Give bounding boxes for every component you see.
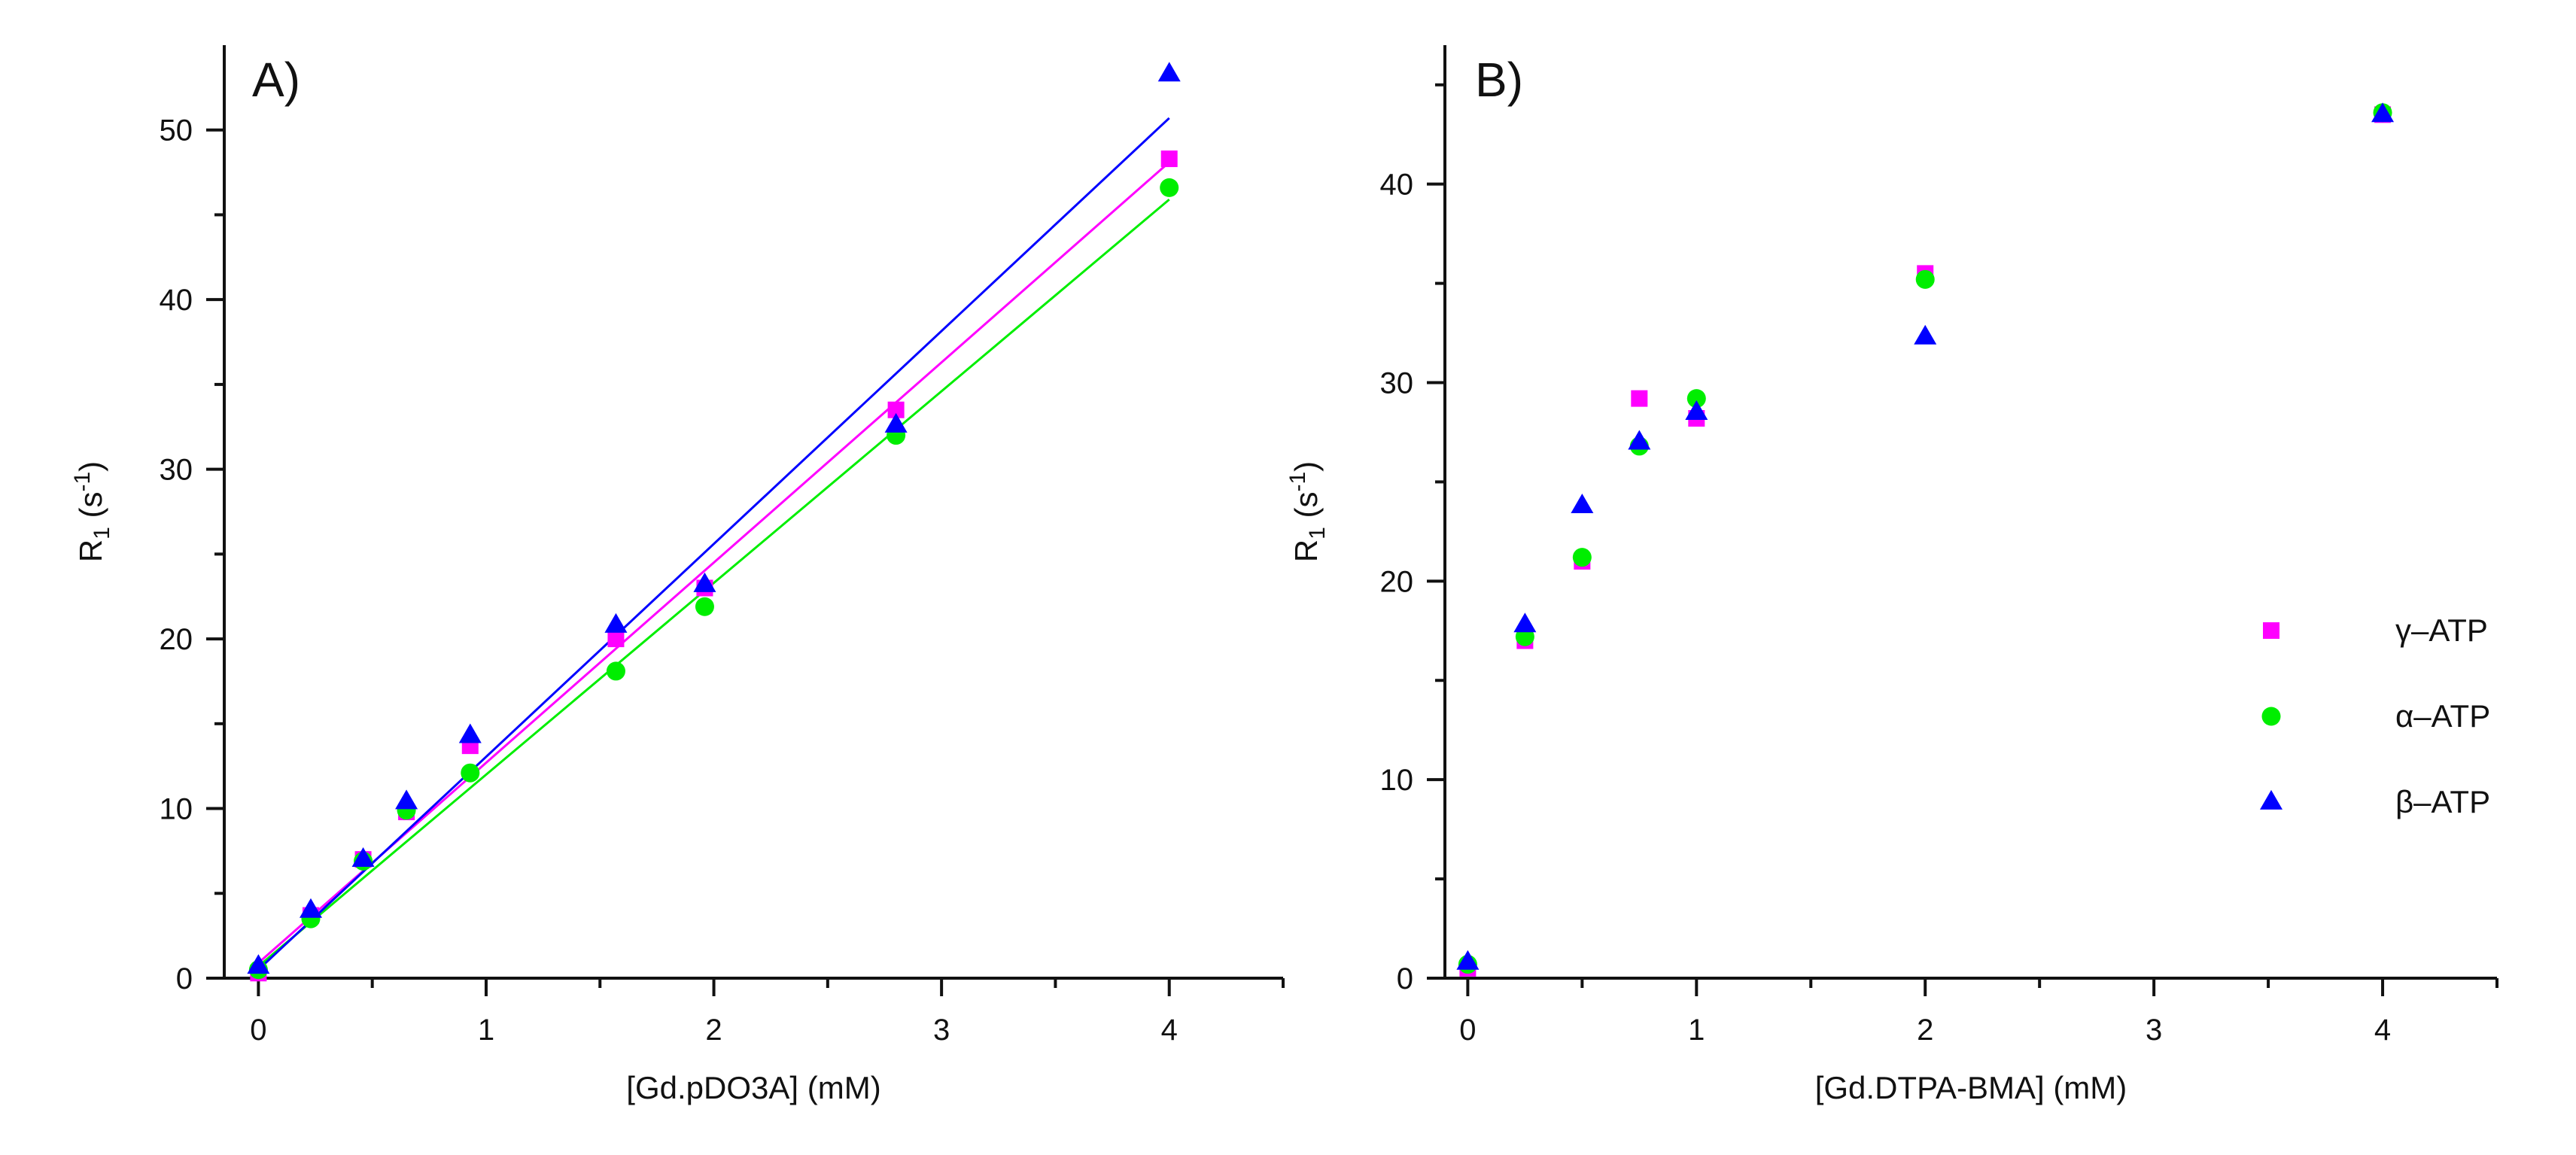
- data-point-beta: [693, 572, 716, 592]
- panel-label: A): [252, 53, 300, 107]
- y-tick-label: 40: [1380, 169, 1414, 202]
- x-tick-label: 0: [1459, 1014, 1476, 1047]
- data-point-beta: [247, 954, 270, 974]
- x-tick-label: 1: [478, 1014, 494, 1047]
- data-point-beta: [299, 898, 322, 918]
- series-alpha: [248, 178, 1179, 980]
- legend-label-alpha: α–ATP: [2395, 698, 2490, 734]
- series-alpha: [1458, 103, 2392, 974]
- y-axis-title: R1 (s-1): [70, 461, 114, 562]
- data-point-beta: [2371, 102, 2395, 123]
- legend: γ–ATP α–ATP β–ATP: [2260, 612, 2490, 819]
- x-tick-label: 4: [1161, 1014, 1178, 1047]
- legend-marker-beta: [2260, 789, 2283, 810]
- x-tick-label: 2: [705, 1014, 722, 1047]
- data-point-alpha: [1686, 389, 1706, 409]
- data-point-gamma: [607, 631, 625, 648]
- data-point-alpha: [695, 597, 714, 616]
- data-point-beta: [395, 789, 418, 810]
- data-point-alpha: [1160, 178, 1179, 197]
- y-tick-label: 0: [176, 962, 193, 995]
- y-tick-label: 10: [160, 793, 193, 826]
- y-tick-label: 20: [160, 623, 193, 656]
- data-point-beta: [1628, 430, 1651, 450]
- data-point-beta: [604, 612, 628, 633]
- data-point-gamma: [1160, 150, 1178, 168]
- data-point-alpha: [461, 763, 480, 783]
- y-tick-label: 20: [1380, 565, 1414, 598]
- data-point-beta: [1513, 612, 1537, 633]
- y-tick-label: 40: [160, 284, 193, 317]
- data-point-beta: [1157, 62, 1181, 82]
- data-point-alpha: [1915, 269, 1935, 289]
- y-tick-label: 0: [1397, 962, 1413, 995]
- data-point-gamma: [887, 401, 905, 418]
- data-point-beta: [884, 412, 908, 433]
- fit-line-beta: [257, 117, 1170, 971]
- x-axis-title: [Gd.DTPA-BMA] (mM): [1815, 1070, 2127, 1105]
- data-point-alpha: [1572, 548, 1592, 567]
- data-point-alpha: [606, 661, 625, 681]
- y-tick-label: 30: [1380, 367, 1414, 400]
- legend-label-gamma: γ–ATP: [2395, 612, 2488, 648]
- y-axis-title: R1 (s-1): [1285, 461, 1330, 562]
- x-axis-title: [Gd.pDO3A] (mM): [626, 1070, 880, 1105]
- x-tick-label: 0: [250, 1014, 266, 1047]
- panel-label: B): [1475, 53, 1523, 107]
- y-tick-label: 30: [160, 454, 193, 487]
- series-beta: [1456, 102, 2395, 970]
- x-tick-label: 4: [2374, 1014, 2391, 1047]
- y-tick-label: 50: [160, 114, 193, 147]
- data-point-beta: [1685, 400, 1708, 420]
- x-tick-label: 2: [1917, 1014, 1933, 1047]
- x-tick-label: 1: [1688, 1014, 1705, 1047]
- fit-line-alpha: [257, 199, 1170, 968]
- data-point-beta: [1571, 493, 1594, 513]
- data-point-beta: [1914, 324, 1937, 345]
- legend-marker-alpha: [2261, 707, 2281, 726]
- x-tick-label: 3: [933, 1014, 950, 1047]
- data-point-beta: [1456, 950, 1480, 970]
- legend-label-beta: β–ATP: [2395, 784, 2490, 819]
- series-beta: [247, 62, 1181, 974]
- x-tick-label: 3: [2146, 1014, 2162, 1047]
- y-tick-label: 10: [1380, 764, 1414, 797]
- fit-line-gamma: [257, 161, 1170, 964]
- data-point-beta: [351, 847, 375, 868]
- data-point-gamma: [1631, 390, 1648, 407]
- series-gamma: [1459, 106, 2392, 977]
- data-point-beta: [458, 723, 482, 743]
- legend-marker-gamma: [2263, 622, 2279, 639]
